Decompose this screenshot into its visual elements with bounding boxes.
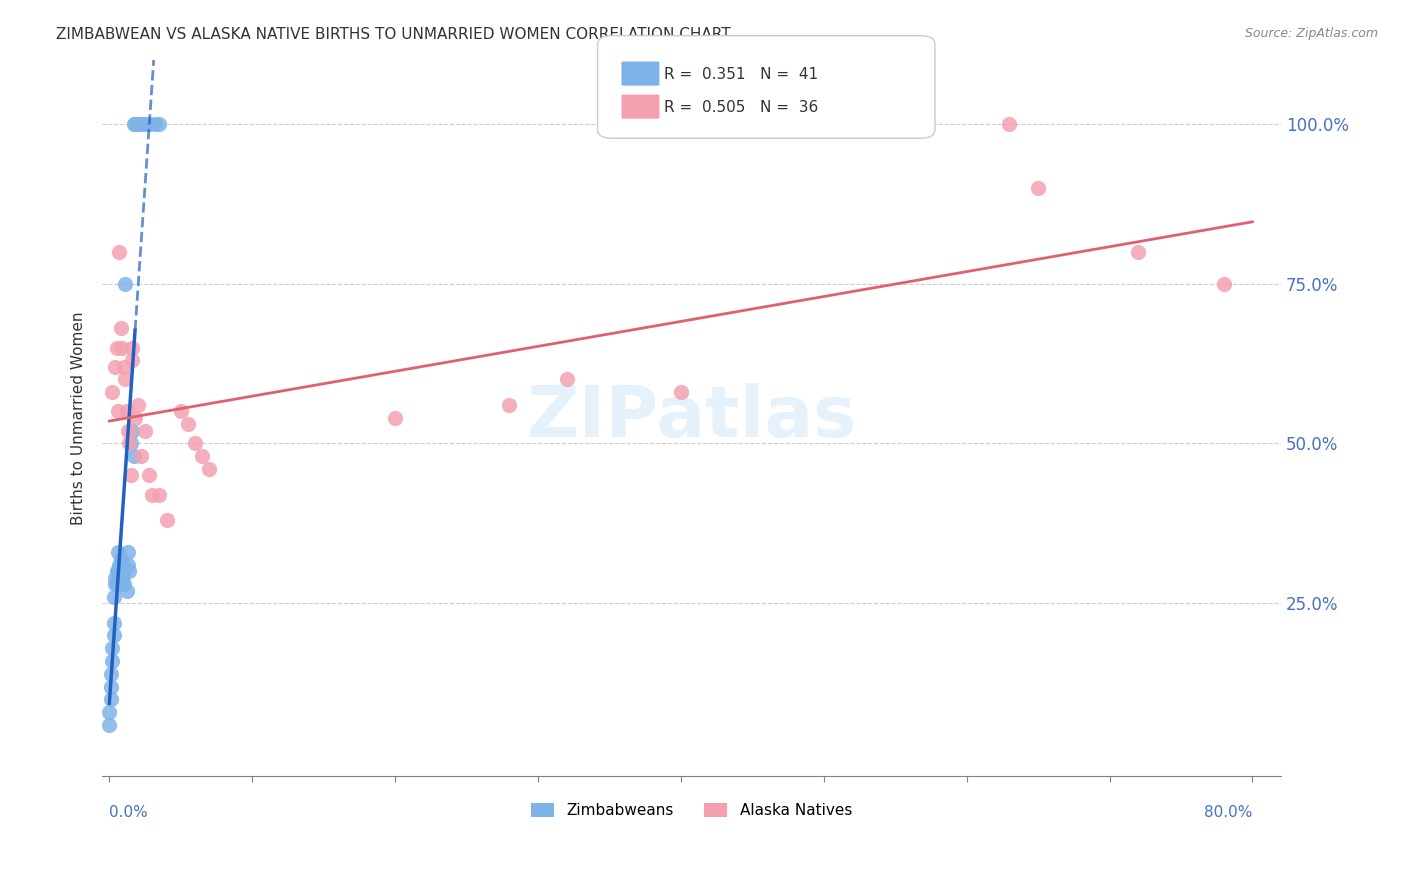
Point: [129, 450, 152, 464]
Y-axis label: Births to Unmarried Women: Births to Unmarried Women: [72, 311, 86, 524]
Point: [103, 615, 125, 630]
Point: [118, 436, 141, 450]
Point: [120, 468, 142, 483]
Point: [104, 571, 127, 585]
Point: [100, 692, 122, 706]
Point: [555, 372, 578, 386]
Point: [111, 571, 134, 585]
Point: [104, 577, 127, 591]
Point: [110, 551, 132, 566]
Point: [384, 410, 406, 425]
Point: [148, 117, 170, 131]
Point: [498, 398, 520, 412]
Point: [110, 321, 132, 335]
Point: [141, 488, 163, 502]
Text: ZIPatlas: ZIPatlas: [526, 384, 856, 452]
Point: [1026, 180, 1049, 194]
Point: [103, 628, 125, 642]
Point: [103, 590, 125, 604]
Point: [117, 558, 139, 572]
Point: [148, 488, 170, 502]
Point: [198, 462, 221, 476]
Point: [112, 565, 135, 579]
Point: [121, 353, 143, 368]
Point: [138, 117, 160, 131]
Point: [98, 718, 121, 732]
Point: [138, 468, 160, 483]
Point: [1126, 244, 1149, 259]
Point: [115, 583, 138, 598]
Point: [117, 545, 139, 559]
Text: 0.0%: 0.0%: [110, 805, 148, 820]
Point: [143, 117, 166, 131]
Point: [107, 404, 129, 418]
Point: [998, 117, 1021, 131]
Point: [111, 558, 134, 572]
Point: [105, 577, 128, 591]
Point: [121, 424, 143, 438]
Point: [105, 341, 128, 355]
Point: [177, 417, 200, 432]
Point: [118, 565, 141, 579]
Point: [108, 244, 131, 259]
Point: [101, 654, 124, 668]
Point: [129, 117, 152, 131]
Point: [114, 372, 136, 386]
Point: [191, 450, 214, 464]
Point: [122, 117, 145, 131]
Point: [115, 404, 138, 418]
Point: [121, 341, 143, 355]
Point: [170, 404, 193, 418]
Point: [127, 398, 149, 412]
Point: [101, 385, 124, 400]
Point: [1212, 277, 1234, 291]
Text: R =  0.505   N =  36: R = 0.505 N = 36: [664, 100, 818, 114]
Point: [120, 436, 142, 450]
Text: R =  0.351   N =  41: R = 0.351 N = 41: [664, 67, 818, 81]
Point: [105, 565, 128, 579]
Point: [111, 341, 134, 355]
Text: 80.0%: 80.0%: [1204, 805, 1253, 820]
Point: [117, 424, 139, 438]
Point: [114, 277, 136, 291]
Point: [104, 359, 127, 374]
Point: [98, 705, 121, 719]
Text: Source: ZipAtlas.com: Source: ZipAtlas.com: [1244, 27, 1378, 40]
Legend: Zimbabweans, Alaska Natives: Zimbabweans, Alaska Natives: [523, 796, 859, 826]
Point: [112, 359, 135, 374]
Point: [127, 117, 149, 131]
Point: [124, 410, 146, 425]
Point: [124, 117, 146, 131]
Point: [110, 577, 132, 591]
Point: [184, 436, 207, 450]
Point: [107, 545, 129, 559]
Text: ZIMBABWEAN VS ALASKA NATIVE BIRTHS TO UNMARRIED WOMEN CORRELATION CHART: ZIMBABWEAN VS ALASKA NATIVE BIRTHS TO UN…: [56, 27, 731, 42]
Point: [122, 450, 145, 464]
Point: [155, 513, 177, 527]
Point: [101, 641, 124, 656]
Point: [107, 565, 129, 579]
Point: [108, 571, 131, 585]
Point: [100, 680, 122, 694]
Point: [112, 577, 135, 591]
Point: [100, 666, 122, 681]
Point: [669, 385, 692, 400]
Point: [125, 117, 148, 131]
Point: [134, 117, 156, 131]
Point: [108, 558, 131, 572]
Point: [134, 424, 156, 438]
